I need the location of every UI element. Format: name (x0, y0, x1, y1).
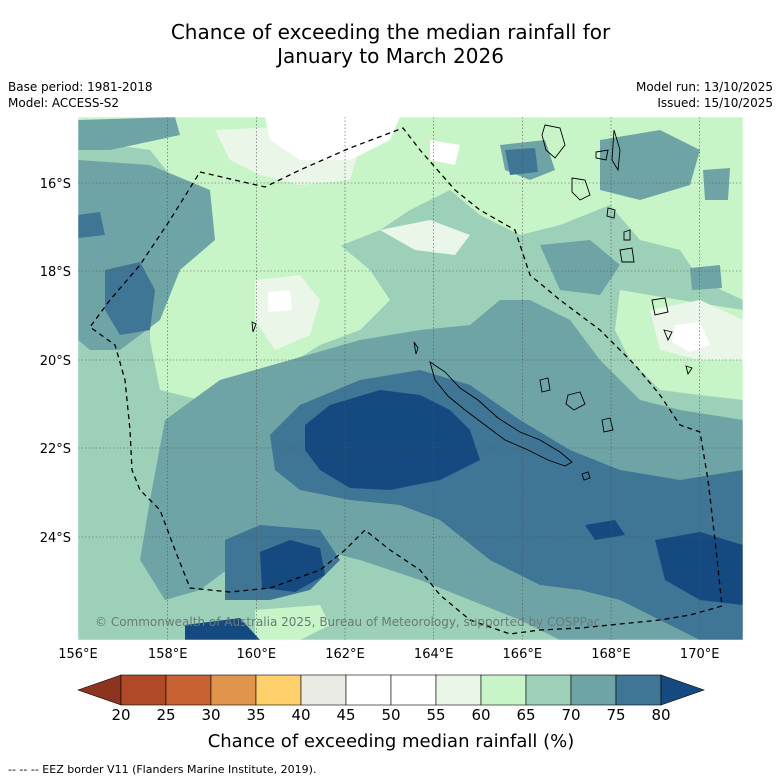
graticule (78, 117, 743, 640)
new-caledonia-grande-terre (429, 360, 573, 467)
eez-border (89, 127, 723, 635)
colorbar-tick-50: 50 (381, 706, 400, 724)
colorbar-bin-30-35 (210, 674, 257, 706)
zone-45-55-northeast (430, 140, 460, 165)
colorbar-bin-35-40 (255, 674, 302, 706)
zone-above-80-southeast (655, 532, 743, 605)
colorbar-tick-25: 25 (156, 706, 175, 724)
zone-70-75-north-b (78, 117, 180, 150)
colorbar-tick-20: 20 (111, 706, 130, 724)
lat-label-18s: 18°S (40, 265, 71, 280)
colorbar-bin-75-80 (615, 674, 662, 706)
colorbar-bin-25-30 (165, 674, 212, 706)
colorbar-tick-35: 35 (246, 706, 265, 724)
zone-75-80-west-b (78, 212, 105, 238)
colorbar-bin-40-45 (300, 674, 347, 706)
isle-of-pines (581, 471, 591, 481)
zone-60-65-southwest (255, 605, 330, 640)
vanuatu-tanna (619, 247, 635, 263)
lon-label-156: 156°E (58, 647, 98, 662)
colorbar-extend-high (660, 674, 705, 706)
vanuatu-malekula (571, 177, 591, 201)
zone-above-80-east (585, 520, 625, 540)
zone-45-55-north (265, 117, 400, 160)
colorbar-tick-60: 60 (471, 706, 490, 724)
zone-70-75-northeast-b (600, 130, 700, 200)
lon-label-158: 158°E (148, 647, 188, 662)
lat-label-22s: 22°S (40, 442, 71, 457)
belep-islands (413, 341, 419, 355)
colorbar-tick-80: 80 (651, 706, 670, 724)
zone-above-80-southwest (260, 540, 325, 592)
issued-label: Issued: 15/10/2025 (657, 96, 773, 110)
vanuatu-pentecost (611, 129, 621, 172)
vanuatu-erromango (623, 229, 631, 241)
zone-70-75-east-d (703, 168, 730, 200)
zone-70-75-east-c (690, 265, 722, 290)
islet-b (685, 365, 693, 376)
vanuatu-efate (606, 207, 616, 219)
colorbar-tick-45: 45 (336, 706, 355, 724)
zone-70-75-east-b (540, 240, 620, 295)
lat-label-20s: 20°S (40, 354, 71, 369)
copyright-text: © Commonwealth of Australia 2025, Bureau… (95, 615, 600, 629)
colorbar-bin-45-50 (345, 674, 392, 706)
matthew-hunter-islands (651, 297, 669, 316)
colorbar-bin-55-60 (435, 674, 482, 706)
zone-75-80-northeast (505, 148, 538, 175)
lon-label-164: 164°E (414, 647, 454, 662)
colorbar-tick-40: 40 (291, 706, 310, 724)
base-period-label: Base period: 1981-2018 (8, 80, 153, 94)
colorbar-tick-65: 65 (516, 706, 535, 724)
zone-75-80-west (105, 262, 155, 335)
zone-above-80-south (185, 618, 260, 640)
lon-label-162: 162°E (325, 647, 365, 662)
colorbar-tick-30: 30 (201, 706, 220, 724)
vanuatu-espiritu-santo (541, 124, 566, 159)
colorbar (77, 674, 705, 706)
colorbar-tick-55: 55 (426, 706, 445, 724)
vanuatu-ambrym (595, 149, 609, 161)
lat-label-24s: 24°S (40, 531, 71, 546)
map-title-line-2: January to March 2026 (277, 44, 504, 68)
coastlines (251, 124, 693, 481)
ouvea (539, 377, 551, 393)
colorbar-label: Chance of exceeding median rainfall (%) (208, 731, 575, 752)
colorbar-tick-75: 75 (606, 706, 625, 724)
colorbar-bin-70-75 (570, 674, 617, 706)
colorbar-bin-50-55 (390, 674, 437, 706)
map-frame (77, 116, 744, 641)
lon-label-170: 170°E (680, 647, 720, 662)
colorbar-extend-low (77, 674, 122, 706)
eez-footnote: -- -- -- EEZ border V11 (Flanders Marine… (8, 763, 317, 776)
lat-label-16s: 16°S (40, 177, 71, 192)
probability-field (78, 117, 743, 640)
lon-label-168: 168°E (591, 647, 631, 662)
model-label: Model: ACCESS-S2 (8, 96, 120, 110)
lon-label-166: 166°E (503, 647, 543, 662)
zone-above-80-central (305, 390, 480, 490)
zone-55-60-central (380, 220, 470, 255)
colorbar-bin-20-25 (120, 674, 167, 706)
model-run-label: Model run: 13/10/2025 (635, 80, 773, 94)
zone-45-55-east (672, 322, 710, 352)
mare (601, 417, 614, 433)
islet-a (663, 329, 673, 342)
islet-c (251, 321, 257, 333)
colorbar-tick-70: 70 (561, 706, 580, 724)
colorbar-bin-65-70 (525, 674, 572, 706)
lifou (565, 391, 586, 411)
colorbar-bin-60-65 (480, 674, 527, 706)
map-title-line-1: Chance of exceeding the median rainfall … (170, 20, 611, 44)
zone-45-55-west (268, 290, 292, 312)
lon-label-160: 160°E (237, 647, 277, 662)
